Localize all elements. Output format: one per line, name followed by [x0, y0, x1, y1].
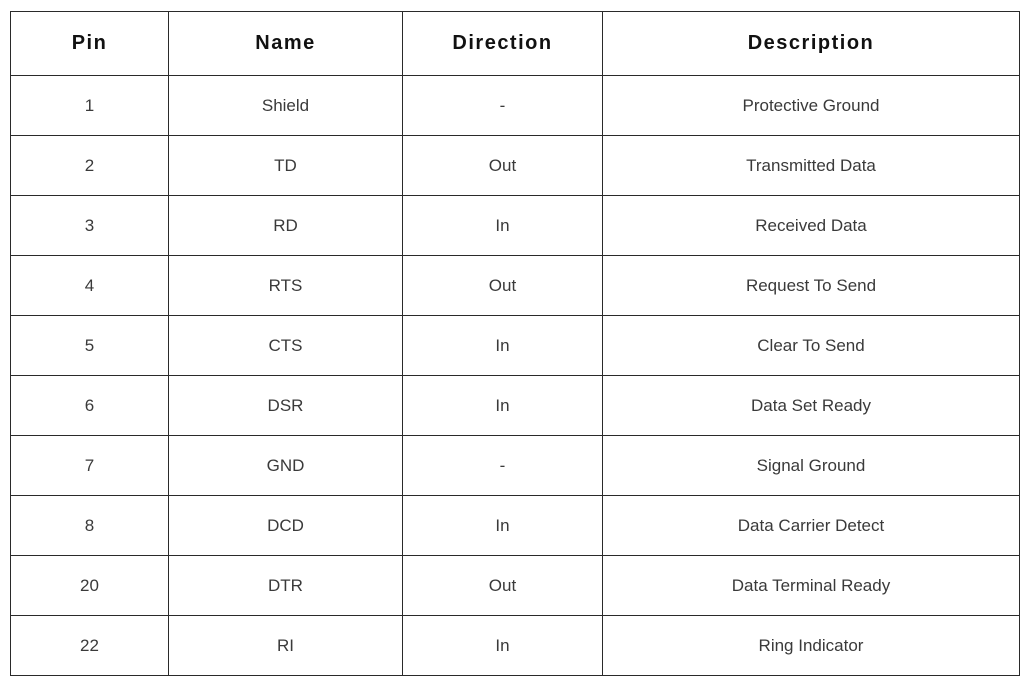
cell-pin: 20	[10, 555, 169, 616]
table-row: 6 DSR In Data Set Ready	[10, 375, 1020, 436]
cell-description: Data Set Ready	[602, 375, 1020, 436]
cell-direction: In	[402, 195, 603, 256]
cell-direction: In	[402, 375, 603, 436]
header-description: Description	[602, 11, 1020, 76]
header-direction: Direction	[402, 11, 603, 76]
table-row: 4 RTS Out Request To Send	[10, 255, 1020, 316]
cell-name: TD	[168, 135, 403, 196]
cell-direction: -	[402, 75, 603, 136]
cell-name: Shield	[168, 75, 403, 136]
cell-name: DSR	[168, 375, 403, 436]
cell-pin: 6	[10, 375, 169, 436]
cell-description: Request To Send	[602, 255, 1020, 316]
cell-direction: Out	[402, 135, 603, 196]
table-row: 20 DTR Out Data Terminal Ready	[10, 555, 1020, 616]
cell-description: Signal Ground	[602, 435, 1020, 496]
table-row: 22 RI In Ring Indicator	[10, 615, 1020, 676]
cell-pin: 4	[10, 255, 169, 316]
cell-description: Data Terminal Ready	[602, 555, 1020, 616]
cell-name: RI	[168, 615, 403, 676]
cell-description: Received Data	[602, 195, 1020, 256]
table-row: 3 RD In Received Data	[10, 195, 1020, 256]
cell-direction: Out	[402, 555, 603, 616]
cell-name: RD	[168, 195, 403, 256]
cell-name: CTS	[168, 315, 403, 376]
cell-pin: 7	[10, 435, 169, 496]
cell-name: GND	[168, 435, 403, 496]
cell-description: Transmitted Data	[602, 135, 1020, 196]
cell-pin: 8	[10, 495, 169, 556]
header-name: Name	[168, 11, 403, 76]
cell-name: DTR	[168, 555, 403, 616]
pinout-table: Pin Name Direction Description 1 Shield - P…	[10, 11, 1020, 676]
cell-pin: 2	[10, 135, 169, 196]
cell-description: Protective Ground	[602, 75, 1020, 136]
cell-description: Data Carrier Detect	[602, 495, 1020, 556]
cell-direction: In	[402, 495, 603, 556]
table-row: 7 GND - Signal Ground	[10, 435, 1020, 496]
cell-description: Clear To Send	[602, 315, 1020, 376]
cell-pin: 22	[10, 615, 169, 676]
header-row: Pin Name Direction Description	[10, 11, 1020, 76]
cell-name: DCD	[168, 495, 403, 556]
cell-direction: In	[402, 315, 603, 376]
table-row: 2 TD Out Transmitted Data	[10, 135, 1020, 196]
cell-pin: 1	[10, 75, 169, 136]
cell-pin: 5	[10, 315, 169, 376]
header-pin: Pin	[10, 11, 169, 76]
cell-direction: In	[402, 615, 603, 676]
table-row: 5 CTS In Clear To Send	[10, 315, 1020, 376]
cell-direction: -	[402, 435, 603, 496]
table-row: 1 Shield - Protective Ground	[10, 75, 1020, 136]
cell-description: Ring Indicator	[602, 615, 1020, 676]
cell-pin: 3	[10, 195, 169, 256]
cell-direction: Out	[402, 255, 603, 316]
table-row: 8 DCD In Data Carrier Detect	[10, 495, 1020, 556]
cell-name: RTS	[168, 255, 403, 316]
